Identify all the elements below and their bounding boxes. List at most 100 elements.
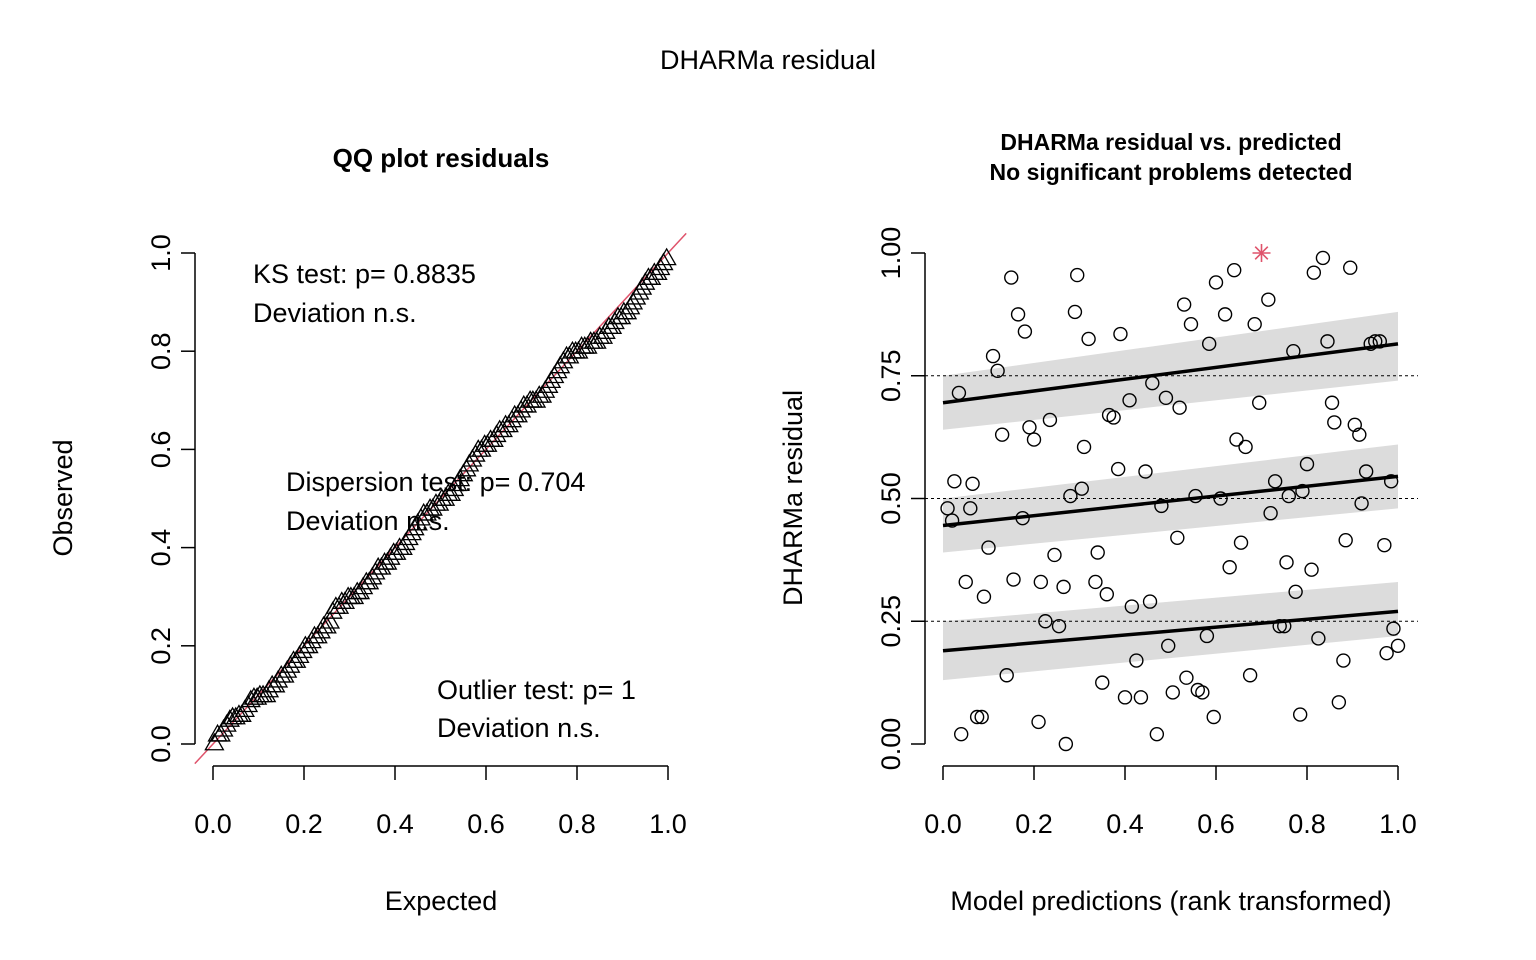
rv-point	[1088, 574, 1103, 590]
rv-point	[1379, 645, 1394, 661]
rv-point	[1354, 496, 1369, 511]
rv-point	[1199, 628, 1215, 644]
rv-y-tick-label: 0.75	[876, 349, 906, 402]
rv-point	[965, 476, 980, 491]
qq-point	[595, 321, 616, 339]
rv-point	[1183, 316, 1199, 332]
rv-point	[963, 501, 978, 516]
rv-point	[1279, 555, 1294, 570]
qq-plot-panel: QQ plot residuals Expected Observed 0.0 0…	[48, 143, 687, 916]
rv-point	[1074, 481, 1089, 496]
rv-point	[1063, 488, 1078, 504]
rv-point	[1122, 393, 1137, 408]
rv-point	[1038, 614, 1053, 629]
rv-point	[1390, 638, 1406, 653]
rv-point	[1133, 690, 1149, 705]
rv-point	[1306, 265, 1322, 280]
rv-point	[1058, 736, 1074, 752]
rv-point	[1315, 250, 1331, 266]
outlier-test-text: Outlier test: p= 1	[437, 675, 636, 705]
rv-point	[1095, 675, 1110, 690]
rv-point	[1124, 599, 1140, 614]
rv-point	[1226, 262, 1242, 278]
qq-point	[468, 439, 489, 457]
rv-point	[1010, 307, 1026, 322]
rv-point	[1188, 488, 1203, 504]
rv-point	[1368, 334, 1383, 349]
rv-point	[1070, 267, 1085, 283]
rv-quantile-fit-lines	[942, 342, 1399, 653]
rv-confidence-band	[943, 311, 1398, 430]
qq-point	[371, 556, 392, 575]
rv-point	[1372, 334, 1388, 349]
rv-point	[1022, 420, 1037, 435]
rv-quantile-fit-line	[942, 474, 1399, 528]
rv-point	[1117, 690, 1133, 705]
rv-point	[999, 668, 1014, 683]
qq-y-axis-label: Observed	[48, 439, 78, 556]
rv-point	[1138, 464, 1153, 479]
rv-y-axis-label: DHARMa residual	[778, 390, 808, 606]
rv-point	[1081, 331, 1096, 347]
rv-point	[1099, 587, 1115, 602]
qq-point	[204, 732, 225, 751]
rv-x-tick-label: 0.0	[924, 809, 962, 839]
qq-point	[298, 635, 319, 654]
rv-axes: 0.0 0.2 0.4 0.6 0.8 1.0 0.00 0.25 0.50 0.75 1.00	[876, 227, 1417, 839]
rv-point	[1004, 270, 1019, 285]
rv-point	[1047, 547, 1062, 563]
rv-point	[1179, 670, 1194, 685]
rv-point	[1208, 275, 1224, 290]
rv-point	[1327, 415, 1342, 430]
rv-point	[1217, 307, 1233, 322]
ks-deviation-text: Deviation n.s.	[253, 298, 417, 328]
rv-point	[1015, 510, 1030, 526]
rv-point	[1263, 506, 1278, 521]
qq-point	[338, 586, 359, 605]
rv-point	[969, 709, 985, 725]
rv-point	[1161, 638, 1176, 653]
qq-y-tick-label: 0.2	[146, 627, 176, 665]
rv-point	[1042, 412, 1058, 428]
rv-point	[1320, 334, 1335, 349]
rv-point	[1304, 562, 1319, 577]
rv-point	[1311, 631, 1326, 646]
rv-point	[1286, 344, 1301, 359]
qq-y-tick-label: 0.4	[146, 529, 176, 567]
rv-point	[1277, 618, 1292, 634]
rv-point	[1026, 432, 1042, 447]
qq-point	[589, 326, 610, 344]
rv-point	[940, 501, 955, 516]
qq-x-tick-label: 0.6	[467, 809, 505, 839]
qq-x-tick-label: 0.2	[285, 809, 323, 839]
rv-point	[1299, 456, 1315, 472]
rv-reference-lines	[925, 375, 1418, 622]
rv-point	[1113, 326, 1128, 342]
rv-point	[994, 427, 1010, 442]
rv-point	[1383, 474, 1399, 489]
rv-confidence-band	[943, 444, 1398, 553]
rv-point	[985, 348, 1001, 364]
qq-point	[343, 586, 365, 605]
rv-point	[1206, 709, 1221, 725]
qq-plot-title: QQ plot residuals	[333, 143, 550, 173]
outlier-deviation-text: Deviation n.s.	[437, 713, 601, 743]
rv-point	[1076, 439, 1092, 455]
qq-point	[262, 674, 283, 693]
rv-point	[1067, 304, 1083, 320]
rv-plot-subtitle: No significant problems detected	[990, 159, 1353, 185]
qq-point	[607, 306, 629, 325]
rv-point	[1110, 461, 1126, 477]
rv-confidence-bands	[943, 311, 1398, 681]
qq-y-tick-label: 0.6	[146, 431, 176, 469]
qq-points	[204, 247, 677, 751]
qq-point	[535, 380, 556, 398]
page-title: DHARMa residual	[660, 45, 876, 75]
rv-points	[940, 250, 1406, 752]
rv-point	[1338, 533, 1353, 548]
qq-point	[598, 316, 619, 335]
qq-point	[613, 301, 634, 320]
rv-outlier-star-stroke	[1254, 246, 1269, 260]
qq-point	[316, 615, 337, 634]
rv-point	[974, 709, 989, 725]
